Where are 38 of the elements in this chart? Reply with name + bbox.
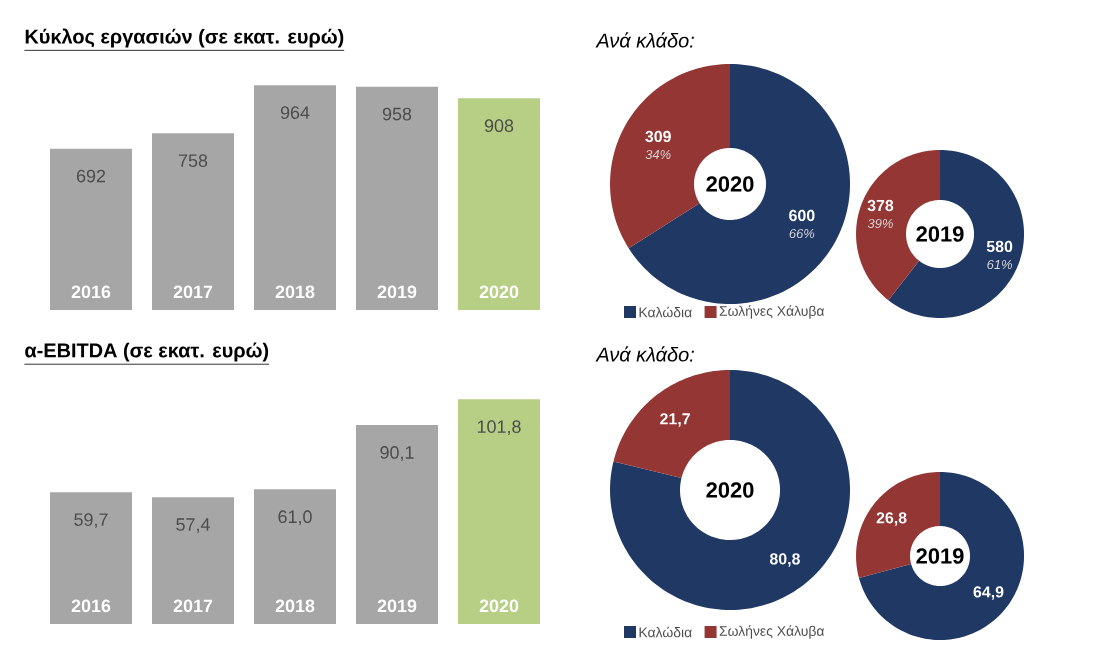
bar [356,86,439,310]
data-label: 59,7 [74,513,108,529]
text: 2019 [916,226,964,242]
data-label: 758 [178,154,208,168]
chart-title: Ανά κλάδο: [595,32,694,48]
text: 2020 [706,482,754,498]
data-label: 57,4 [176,518,210,533]
bar [254,85,337,310]
chart-title: Κύκλος εργασιών (σε εκατ. ευρώ) [25,28,344,48]
x-tick-label: 2020 [479,599,519,613]
data-label: 958 [382,107,412,121]
bar [152,497,235,624]
x-tick-label: 2020 [479,285,519,299]
bar [356,425,439,624]
bar [254,489,337,624]
data-label: 908 [484,119,514,133]
x-tick-label: 2017 [173,285,213,299]
data-label: 692 [76,169,106,183]
chart-title: α-EBITDA (σε εκατ. ευρώ) [25,342,269,362]
x-tick-label: 2019 [377,285,417,299]
data-label: 61,0 [278,510,312,526]
bar [458,399,541,624]
chart-title: Ανά κλάδο: [595,346,694,362]
x-tick-label: 2017 [173,599,213,613]
x-tick-label: 2019 [377,599,417,613]
data-label: 964 [280,106,310,119]
x-tick-label: 2018 [275,599,315,613]
x-tick-label: 2016 [71,599,111,613]
text: 2019 [916,548,964,564]
data-label: 90,1 [380,446,414,461]
text: 2020 [706,176,754,192]
data-label: 101,8 [477,420,521,436]
bar [50,492,133,624]
bar [50,148,133,310]
x-tick-label: 2016 [71,285,111,299]
bar [458,98,541,310]
x-tick-label: 2018 [275,285,315,299]
bar [152,133,235,310]
